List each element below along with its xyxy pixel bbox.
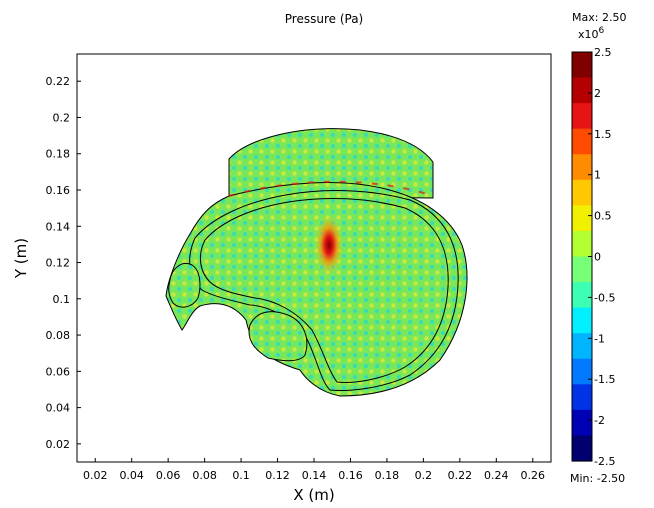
colorbar-swatch <box>572 384 592 411</box>
y-tick-label: 0.04 <box>46 402 71 415</box>
brain-boundary-outer <box>189 190 459 391</box>
y-tick-label: 0.06 <box>46 365 71 378</box>
y-tick-label: 0.22 <box>46 75 71 88</box>
colorbar-swatch <box>572 358 592 385</box>
colorbar: 2.5 2 1.5 1 0.5 0 -0.5 -1 -1.5 -2 -2.5 <box>571 46 615 468</box>
x-tick-label: 0.2 <box>415 469 433 482</box>
y-tick-label: 0.18 <box>46 148 71 161</box>
colorbar-swatch <box>572 103 592 130</box>
x-tick-label: 0.22 <box>448 469 473 482</box>
colorbar-exponent-label: x106 <box>578 26 605 41</box>
colorbar-tick-label: -1 <box>594 332 605 345</box>
x-tick-label: 0.26 <box>521 469 546 482</box>
colorbar-swatch <box>572 333 592 360</box>
x-axis: 0.02 0.04 0.06 0.08 0.1 0.12 0.14 0.16 0.18 0.2 0.… <box>83 458 545 482</box>
colorbar-tick-label: 0 <box>594 251 601 264</box>
colorbar-tick-label: 2.5 <box>594 46 612 59</box>
upper-cap-region <box>228 128 434 199</box>
brain-boundary-inner <box>199 198 449 383</box>
y-tick-label: 0.12 <box>46 257 71 270</box>
pressure-field <box>165 128 468 397</box>
x-tick-label: 0.06 <box>156 469 181 482</box>
y-tick-label: 0.2 <box>53 111 71 124</box>
colorbar-swatch <box>572 154 592 181</box>
nose-region <box>168 263 201 308</box>
colorbar-tick-label: 1 <box>594 169 601 182</box>
colorbar-tick-label: -0.5 <box>594 291 615 304</box>
colorbar-swatch <box>572 77 592 104</box>
x-tick-label: 0.02 <box>83 469 108 482</box>
colorbar-swatch <box>572 435 592 462</box>
colorbar-swatch <box>572 307 592 334</box>
colorbar-swatch <box>572 230 592 258</box>
colorbar-swatch <box>572 128 592 155</box>
chart-title: Pressure (Pa) <box>285 12 363 26</box>
x-axis-title: X (m) <box>293 486 334 504</box>
colorbar-swatch <box>572 409 592 437</box>
y-axis: 0.02 0.04 0.06 0.08 0.1 0.12 0.14 0.16 0.18 0.2 0.… <box>46 75 81 451</box>
y-tick-label: 0.16 <box>46 184 71 197</box>
y-tick-label: 0.1 <box>53 293 71 306</box>
x-tick-label: 0.24 <box>484 469 509 482</box>
y-tick-label: 0.14 <box>46 220 71 233</box>
pressure-peak <box>315 215 343 275</box>
colorbar-tick-label: 0.5 <box>594 210 612 223</box>
y-axis-title: Y (m) <box>12 238 30 279</box>
colorbar-exponent-power: 6 <box>599 26 605 36</box>
x-tick-label: 0.18 <box>375 469 400 482</box>
colorbar-swatch <box>572 282 592 309</box>
x-tick-label: 0.08 <box>192 469 217 482</box>
colorbar-swatch <box>572 179 592 206</box>
colorbar-swatch <box>572 256 592 283</box>
x-tick-label: 0.14 <box>302 469 327 482</box>
colorbar-tick-label: -2.5 <box>594 455 615 468</box>
colorbar-tick-label: 1.5 <box>594 128 612 141</box>
colorbar-swatch <box>572 205 592 232</box>
colorbar-swatch <box>572 52 592 79</box>
colorbar-tick-label: 2 <box>594 87 601 100</box>
colorbar-min-label: Min: -2.50 <box>570 472 625 485</box>
y-tick-label: 0.08 <box>46 329 71 342</box>
x-tick-label: 0.12 <box>265 469 290 482</box>
x-tick-label: 0.1 <box>232 469 250 482</box>
colorbar-max-label: Max: 2.50 <box>572 11 626 24</box>
jaw-region <box>248 311 308 362</box>
x-tick-label: 0.04 <box>119 469 144 482</box>
colorbar-tick-label: -1.5 <box>594 373 615 386</box>
x-tick-label: 0.16 <box>338 469 363 482</box>
y-tick-label: 0.02 <box>46 438 71 451</box>
colorbar-tick-label: -2 <box>594 414 605 427</box>
